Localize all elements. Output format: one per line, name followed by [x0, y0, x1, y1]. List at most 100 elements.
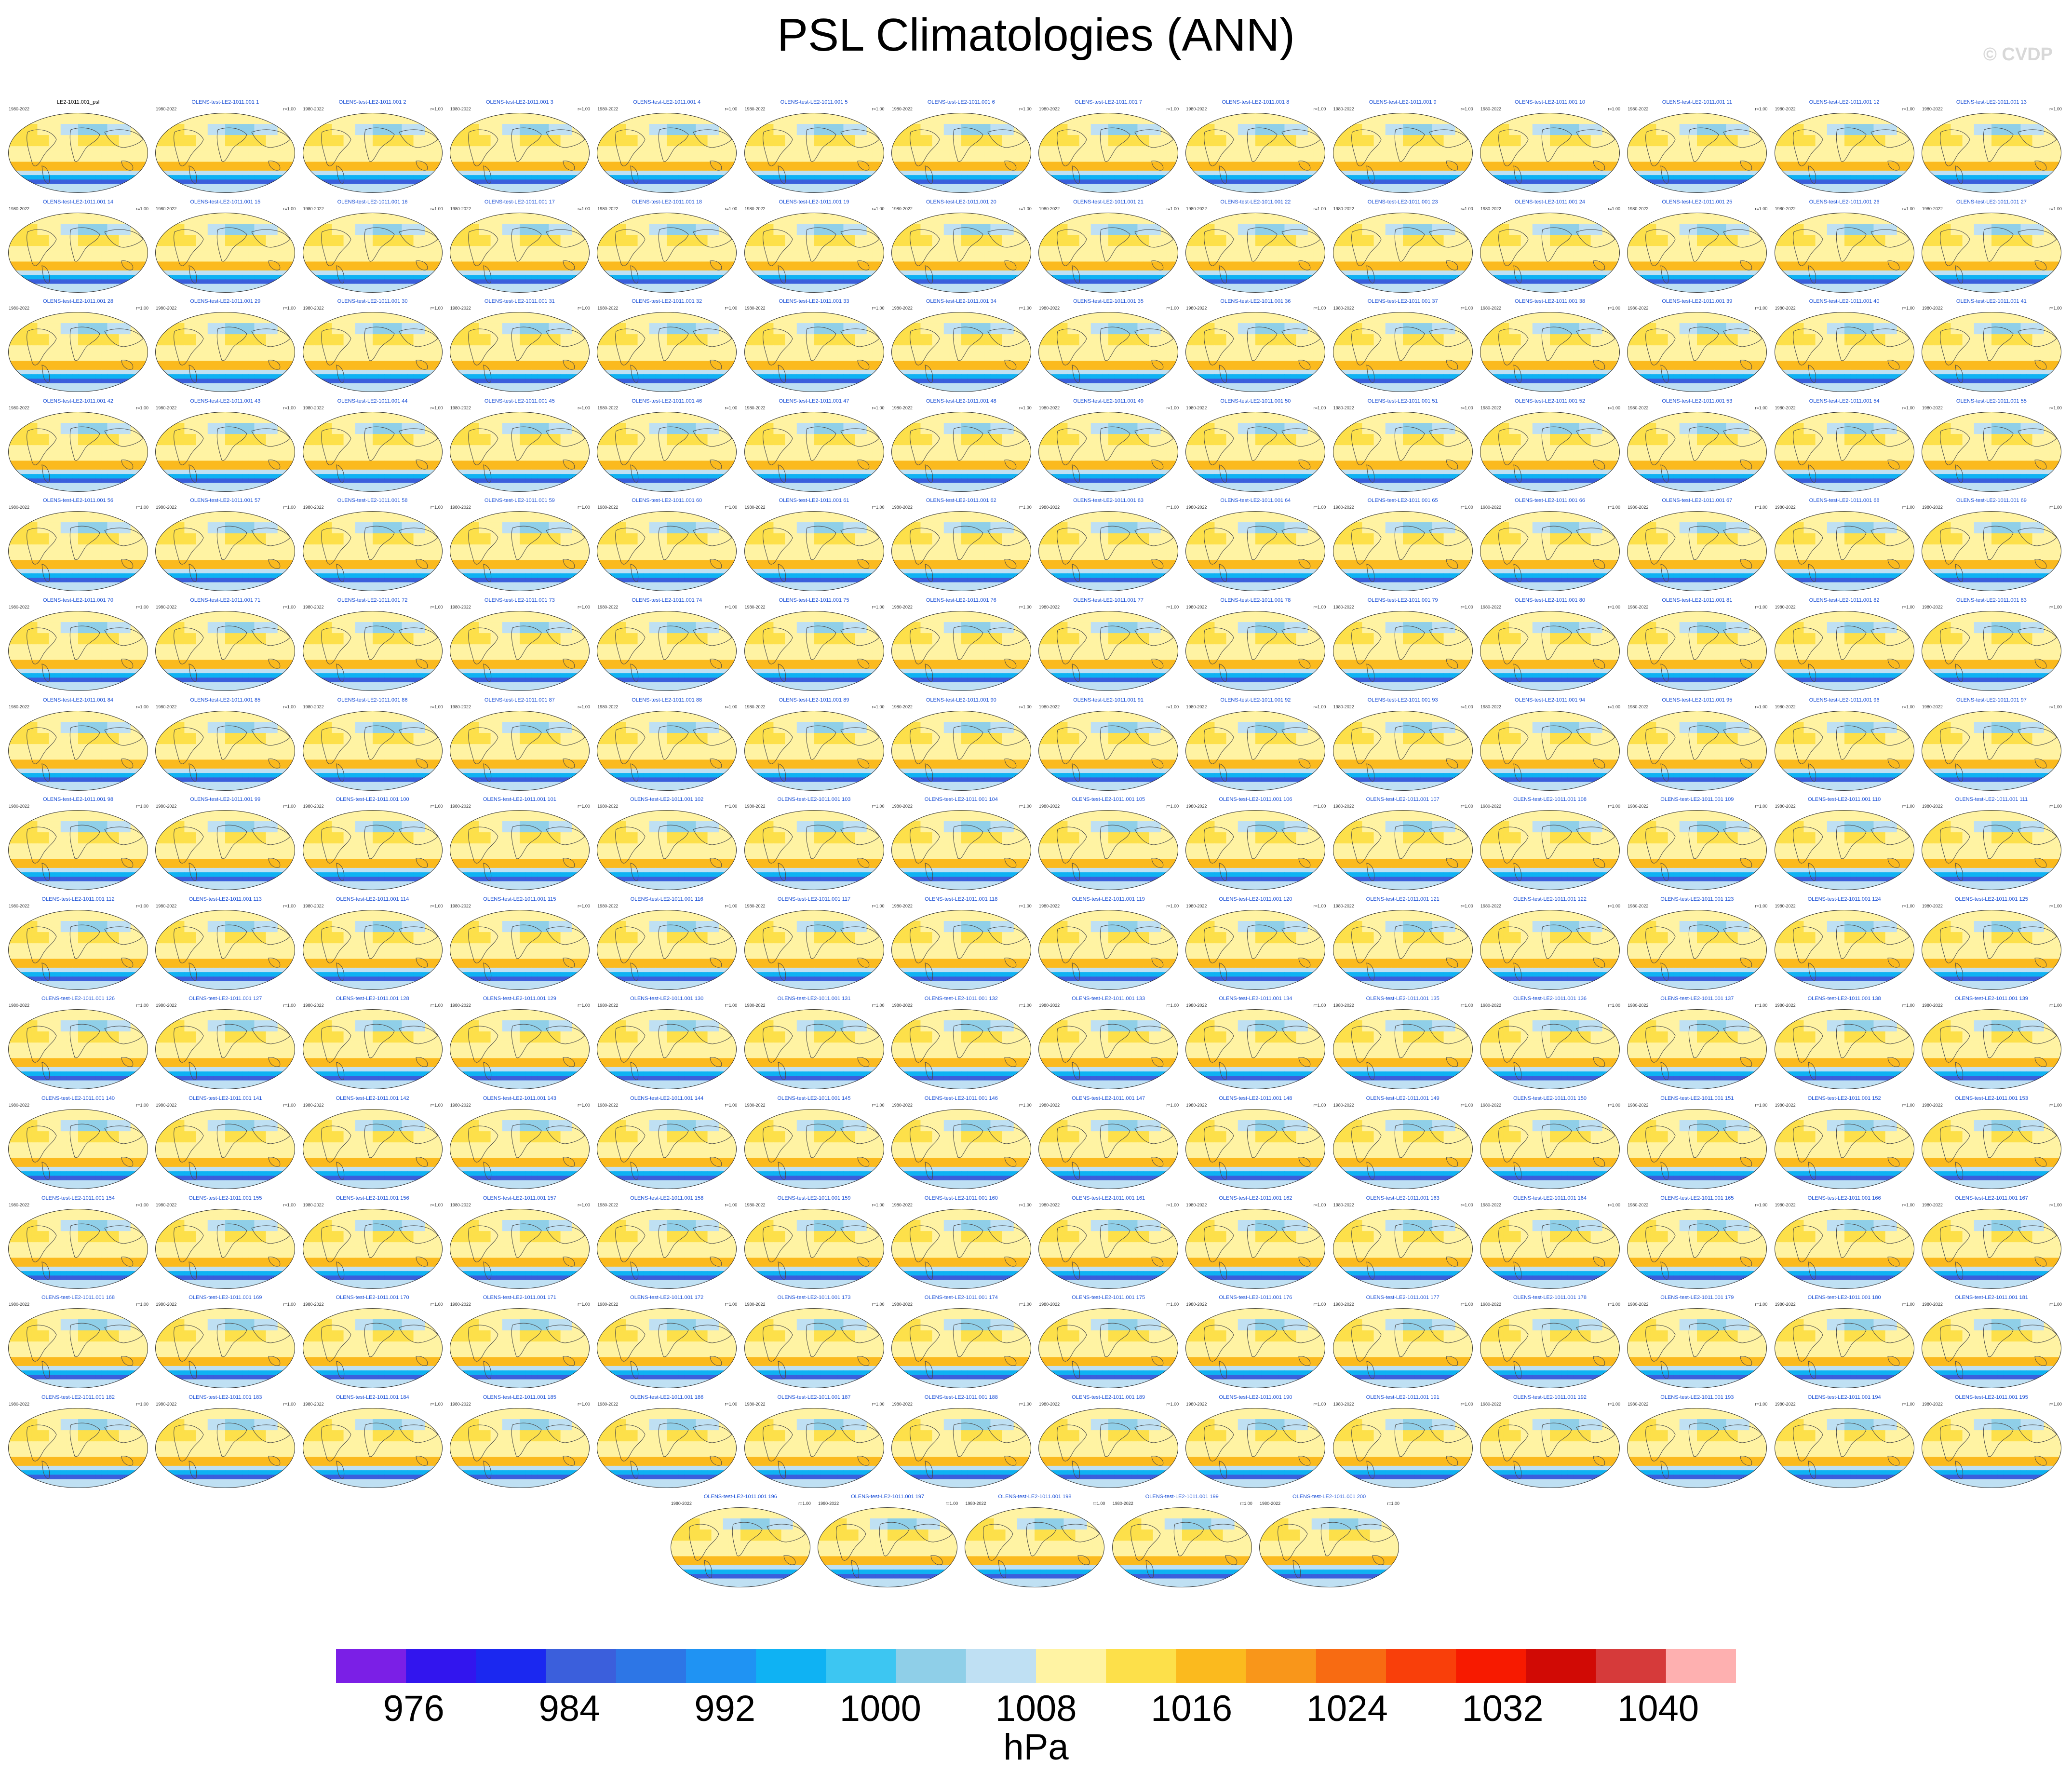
psl-map [450, 1408, 590, 1488]
panel-title: OLENS-test-LE2-1011.001 124 [1807, 896, 1881, 902]
panel-title: OLENS-test-LE2-1011.001 107 [1366, 797, 1440, 803]
panel-pattern-correlation: r=1.00 [2049, 1202, 2062, 1207]
member-map-panel: OLENS-test-LE2-1011.001 177 1980-2022 r=1.… [1332, 1295, 1474, 1391]
psl-map [891, 910, 1031, 990]
panel-title: OLENS-test-LE2-1011.001 86 [337, 697, 408, 703]
member-map-panel: OLENS-test-LE2-1011.001 124 1980-2022 r=1.… [1773, 896, 1916, 993]
panel-pattern-correlation: r=1.00 [430, 605, 443, 609]
panel-years: 1980-2022 [156, 1003, 177, 1008]
member-map-panel: OLENS-test-LE2-1011.001 143 1980-2022 r=1.… [448, 1096, 591, 1192]
member-map-panel: OLENS-test-LE2-1011.001 189 1980-2022 r=1.… [1037, 1394, 1180, 1491]
panel-pattern-correlation: r=1.00 [1019, 903, 1032, 908]
panel-years: 1980-2022 [1480, 405, 1502, 410]
member-map-panel: OLENS-test-LE2-1011.001 179 1980-2022 r=1.… [1626, 1295, 1768, 1391]
panel-pattern-correlation: r=1.00 [1902, 505, 1915, 510]
psl-map [1185, 611, 1325, 691]
panel-pattern-correlation: r=1.00 [1166, 704, 1179, 709]
panel-pattern-correlation: r=1.00 [1019, 605, 1032, 609]
panel-title: OLENS-test-LE2-1011.001 149 [1366, 1096, 1440, 1101]
panel-years: 1980-2022 [891, 107, 913, 111]
psl-map [1333, 711, 1473, 791]
colorbar-units: hPa [1003, 1727, 1069, 1768]
member-map-panel: OLENS-test-LE2-1011.001 187 1980-2022 r=1.… [743, 1394, 886, 1491]
colorbar-tick-label: 1040 [1617, 1688, 1699, 1729]
panel-years: 1980-2022 [1775, 1103, 1796, 1108]
panel-pattern-correlation: r=1.00 [1460, 206, 1473, 211]
panel-pattern-correlation: r=1.00 [1460, 1202, 1473, 1207]
member-map-panel: OLENS-test-LE2-1011.001 57 1980-2022 r=1.0… [154, 498, 296, 594]
member-map-panel: OLENS-test-LE2-1011.001 159 1980-2022 r=1.… [743, 1195, 886, 1292]
member-map-panel: OLENS-test-LE2-1011.001 142 1980-2022 r=1.… [301, 1096, 444, 1192]
panel-title: OLENS-test-LE2-1011.001 147 [1072, 1096, 1145, 1101]
psl-map [597, 910, 737, 990]
panel-years: 1980-2022 [450, 1003, 471, 1008]
member-map-panel: OLENS-test-LE2-1011.001 200 1980-2022 r=1.… [1258, 1494, 1400, 1590]
panel-pattern-correlation: r=1.00 [283, 505, 296, 510]
panel-title: OLENS-test-LE2-1011.001 72 [337, 597, 408, 603]
member-map-panel: OLENS-test-LE2-1011.001 58 1980-2022 r=1.0… [301, 498, 444, 594]
psl-map [744, 1109, 884, 1189]
psl-map [155, 412, 295, 492]
psl-map [155, 1209, 295, 1289]
panel-title: OLENS-test-LE2-1011.001 188 [924, 1394, 998, 1400]
panel-title: OLENS-test-LE2-1011.001 119 [1072, 896, 1145, 902]
panel-years: 1980-2022 [9, 1003, 30, 1008]
panel-title: OLENS-test-LE2-1011.001 162 [1219, 1195, 1292, 1201]
member-map-panel: OLENS-test-LE2-1011.001 13 1980-2022 r=1.0… [1920, 99, 2063, 196]
panel-pattern-correlation: r=1.00 [1460, 704, 1473, 709]
panel-years: 1980-2022 [303, 405, 324, 410]
psl-map [155, 1109, 295, 1189]
panel-title: OLENS-test-LE2-1011.001 182 [41, 1394, 115, 1400]
member-map-panel: OLENS-test-LE2-1011.001 72 1980-2022 r=1.0… [301, 597, 444, 694]
panel-title: OLENS-test-LE2-1011.001 70 [43, 597, 113, 603]
member-map-panel: OLENS-test-LE2-1011.001 89 1980-2022 r=1.0… [743, 697, 886, 794]
panel-title: OLENS-test-LE2-1011.001 60 [632, 498, 702, 504]
psl-map [1775, 1209, 1914, 1289]
psl-map [1775, 213, 1914, 293]
member-map-panel: OLENS-test-LE2-1011.001 185 1980-2022 r=1.… [448, 1394, 591, 1491]
psl-map [450, 1109, 590, 1189]
panel-pattern-correlation: r=1.00 [725, 605, 738, 609]
panel-title: OLENS-test-LE2-1011.001 183 [188, 1394, 262, 1400]
psl-map [671, 1507, 810, 1587]
psl-map [450, 611, 590, 691]
member-map-panel: OLENS-test-LE2-1011.001 32 1980-2022 r=1.0… [595, 298, 738, 395]
panel-title: OLENS-test-LE2-1011.001 100 [336, 797, 409, 803]
psl-map [891, 1408, 1031, 1488]
panel-title: OLENS-test-LE2-1011.001 108 [1513, 797, 1587, 803]
panel-pattern-correlation: r=1.00 [1460, 306, 1473, 311]
member-map-panel: OLENS-test-LE2-1011.001 136 1980-2022 r=1.… [1479, 996, 1621, 1092]
member-map-panel: OLENS-test-LE2-1011.001 52 1980-2022 r=1.0… [1479, 398, 1621, 495]
panel-title: OLENS-test-LE2-1011.001 191 [1366, 1394, 1440, 1400]
panel-years: 1980-2022 [9, 1302, 30, 1307]
panel-pattern-correlation: r=1.00 [1460, 605, 1473, 609]
panel-pattern-correlation: r=1.00 [136, 505, 148, 510]
panel-title: OLENS-test-LE2-1011.001 4 [633, 99, 701, 105]
colorbar-swatch [966, 1649, 1036, 1683]
panel-pattern-correlation: r=1.00 [1608, 903, 1620, 908]
panel-title: OLENS-test-LE2-1011.001 71 [190, 597, 261, 603]
panel-title: OLENS-test-LE2-1011.001 34 [926, 298, 996, 305]
panel-title: OLENS-test-LE2-1011.001 47 [779, 398, 849, 404]
panel-title: OLENS-test-LE2-1011.001 1 [191, 99, 259, 105]
panel-years: 1980-2022 [1628, 1003, 1649, 1008]
panel-years: 1980-2022 [891, 206, 913, 211]
panel-pattern-correlation: r=1.00 [1460, 505, 1473, 510]
panel-years: 1980-2022 [1775, 605, 1796, 609]
panel-pattern-correlation: r=1.00 [1313, 405, 1326, 410]
panel-title: OLENS-test-LE2-1011.001 97 [1956, 697, 2027, 703]
member-map-panel: OLENS-test-LE2-1011.001 140 1980-2022 r=1.… [7, 1096, 149, 1192]
panel-pattern-correlation: r=1.00 [2049, 1302, 2062, 1307]
member-map-panel: OLENS-test-LE2-1011.001 157 1980-2022 r=1.… [448, 1195, 591, 1292]
panel-years: 1980-2022 [1775, 1003, 1796, 1008]
psl-map [891, 511, 1031, 591]
panel-years: 1980-2022 [818, 1501, 839, 1506]
panel-pattern-correlation: r=1.00 [1902, 804, 1915, 809]
panel-years: 1980-2022 [156, 1202, 177, 1207]
panel-years: 1980-2022 [1628, 1202, 1649, 1207]
panel-title: OLENS-test-LE2-1011.001 168 [41, 1295, 115, 1301]
panel-title: OLENS-test-LE2-1011.001 42 [43, 398, 113, 404]
panel-title: OLENS-test-LE2-1011.001 200 [1292, 1494, 1366, 1500]
psl-map [303, 1408, 443, 1488]
panel-pattern-correlation: r=1.00 [430, 1401, 443, 1407]
